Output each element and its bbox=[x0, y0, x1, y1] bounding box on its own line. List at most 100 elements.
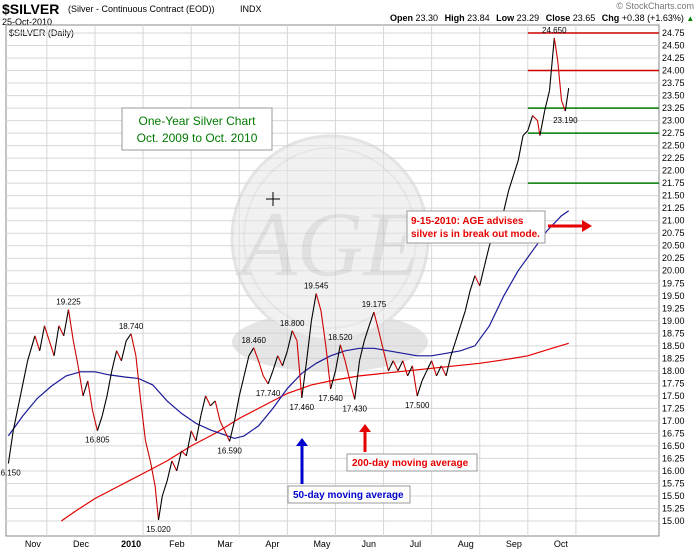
price-segment bbox=[161, 480, 168, 497]
price-segment bbox=[522, 130, 529, 136]
ma200-label: 200-day moving average bbox=[352, 458, 469, 469]
price-segment bbox=[200, 395, 207, 417]
price-segment bbox=[349, 380, 356, 400]
ma50-line bbox=[7, 210, 570, 440]
y-tick-label: 21.75 bbox=[662, 178, 685, 188]
data-labels: 16.150 19.225 16.805 18.740 15.020 16.590 18.4… bbox=[0, 26, 578, 534]
low-value: 23.29 bbox=[516, 13, 540, 23]
watermark-text: © StockCharts.com bbox=[616, 1, 694, 11]
symbol-description: (Silver - Continuous Contract (EOD)) bbox=[68, 4, 215, 14]
y-tick-label: 24.50 bbox=[662, 41, 685, 51]
price-segment bbox=[262, 375, 269, 385]
y-tick-label: 20.50 bbox=[662, 241, 685, 251]
price-segment bbox=[87, 380, 94, 411]
price-data-label: 19.225 bbox=[56, 298, 81, 307]
price-data-label: 15.020 bbox=[146, 525, 171, 534]
price-segment bbox=[53, 325, 60, 356]
price-data-label: 19.545 bbox=[304, 282, 329, 291]
y-tick-label: 16.00 bbox=[662, 466, 685, 476]
price-segment bbox=[154, 485, 160, 521]
price-segment bbox=[553, 37, 559, 61]
price-segment bbox=[229, 420, 236, 442]
chg-label: Chg bbox=[601, 13, 620, 23]
symbol-title: $SILVER bbox=[2, 1, 60, 17]
y-tick-label: 20.25 bbox=[662, 253, 685, 263]
price-segment bbox=[373, 311, 380, 331]
price-data-label: 18.740 bbox=[119, 322, 144, 331]
y-tick-label: 19.50 bbox=[662, 291, 685, 301]
price-segment bbox=[19, 360, 29, 397]
price-segment bbox=[527, 115, 534, 131]
price-segment bbox=[536, 120, 541, 136]
price-segment bbox=[431, 360, 438, 377]
price-segment bbox=[315, 293, 322, 311]
chg-value: +0.38 (+1.63%) bbox=[621, 13, 684, 23]
price-data-label: 16.590 bbox=[217, 446, 242, 455]
price-segment bbox=[135, 355, 142, 401]
close-value: 23.65 bbox=[572, 13, 596, 23]
y-tick-label: 17.00 bbox=[662, 416, 685, 426]
x-tick-label: Apr bbox=[265, 539, 279, 549]
price-segment bbox=[407, 365, 413, 377]
price-segment bbox=[411, 365, 418, 396]
price-segment bbox=[296, 340, 303, 398]
y-tick-label: 16.75 bbox=[662, 428, 685, 438]
price-segment bbox=[96, 415, 103, 431]
price-segment bbox=[416, 380, 423, 397]
price-segment bbox=[195, 415, 202, 442]
x-tick-label: Aug bbox=[458, 539, 474, 549]
price-segment bbox=[181, 450, 187, 457]
price-segment bbox=[48, 340, 55, 356]
y-tick-label: 23.75 bbox=[662, 78, 685, 88]
price-segment bbox=[479, 265, 486, 286]
price-segment bbox=[214, 400, 221, 422]
open-label: Open bbox=[390, 13, 414, 23]
open-value: 23.30 bbox=[415, 13, 439, 23]
ma50-annotation: 50-day moving average bbox=[287, 438, 411, 504]
y-tick-label: 15.25 bbox=[662, 503, 685, 513]
chart-title-line2: Oct. 2009 to Oct. 2010 bbox=[137, 131, 258, 145]
price-segment bbox=[310, 293, 317, 321]
y-tick-label: 18.75 bbox=[662, 328, 685, 338]
exchange-label: INDX bbox=[240, 4, 262, 14]
y-tick-label: 16.25 bbox=[662, 453, 685, 463]
price-segment bbox=[306, 320, 312, 361]
price-segment bbox=[378, 330, 385, 351]
x-tick-label: May bbox=[313, 539, 331, 549]
price-segment bbox=[402, 360, 409, 377]
crosshair-icon bbox=[266, 192, 280, 206]
price-segment bbox=[564, 88, 570, 112]
price-segment bbox=[450, 340, 457, 356]
price-segment bbox=[539, 110, 546, 136]
y-tick-label: 22.00 bbox=[662, 166, 685, 176]
age-advisory-note: 9-15-2010: AGE advises silver is in brea… bbox=[406, 210, 592, 244]
ma200-line bbox=[60, 342, 569, 522]
price-segment bbox=[291, 330, 298, 342]
price-segment bbox=[43, 325, 50, 341]
price-segment bbox=[483, 245, 490, 266]
x-tick-label: Jun bbox=[362, 539, 377, 549]
price-segment bbox=[557, 60, 563, 101]
price-data-label: 16.150 bbox=[0, 468, 21, 477]
chart-date: 25-Oct-2010 bbox=[2, 17, 53, 27]
price-segment bbox=[281, 350, 288, 366]
price-data-label: 17.640 bbox=[318, 394, 343, 403]
price-segment bbox=[503, 190, 510, 211]
chart-title-box: One-Year Silver Chart Oct. 2009 to Oct. … bbox=[121, 107, 273, 151]
y-tick-label: 19.00 bbox=[662, 316, 685, 326]
price-segment bbox=[106, 370, 113, 397]
ohlc-readout: Open 23.30 High 23.84 Low 23.29 Close 23… bbox=[390, 13, 694, 23]
price-segment bbox=[224, 430, 231, 442]
price-segment bbox=[120, 340, 127, 361]
price-segment bbox=[233, 395, 240, 422]
price-segment bbox=[469, 275, 476, 291]
price-segment bbox=[171, 460, 178, 472]
price-data-label: 19.175 bbox=[362, 300, 387, 309]
y-tick-label: 24.00 bbox=[662, 66, 685, 76]
price-segment bbox=[368, 311, 375, 326]
price-segment bbox=[72, 340, 79, 366]
y-tick-label: 15.50 bbox=[662, 491, 685, 501]
price-segment bbox=[548, 37, 555, 91]
y-tick-label: 17.75 bbox=[662, 378, 685, 388]
